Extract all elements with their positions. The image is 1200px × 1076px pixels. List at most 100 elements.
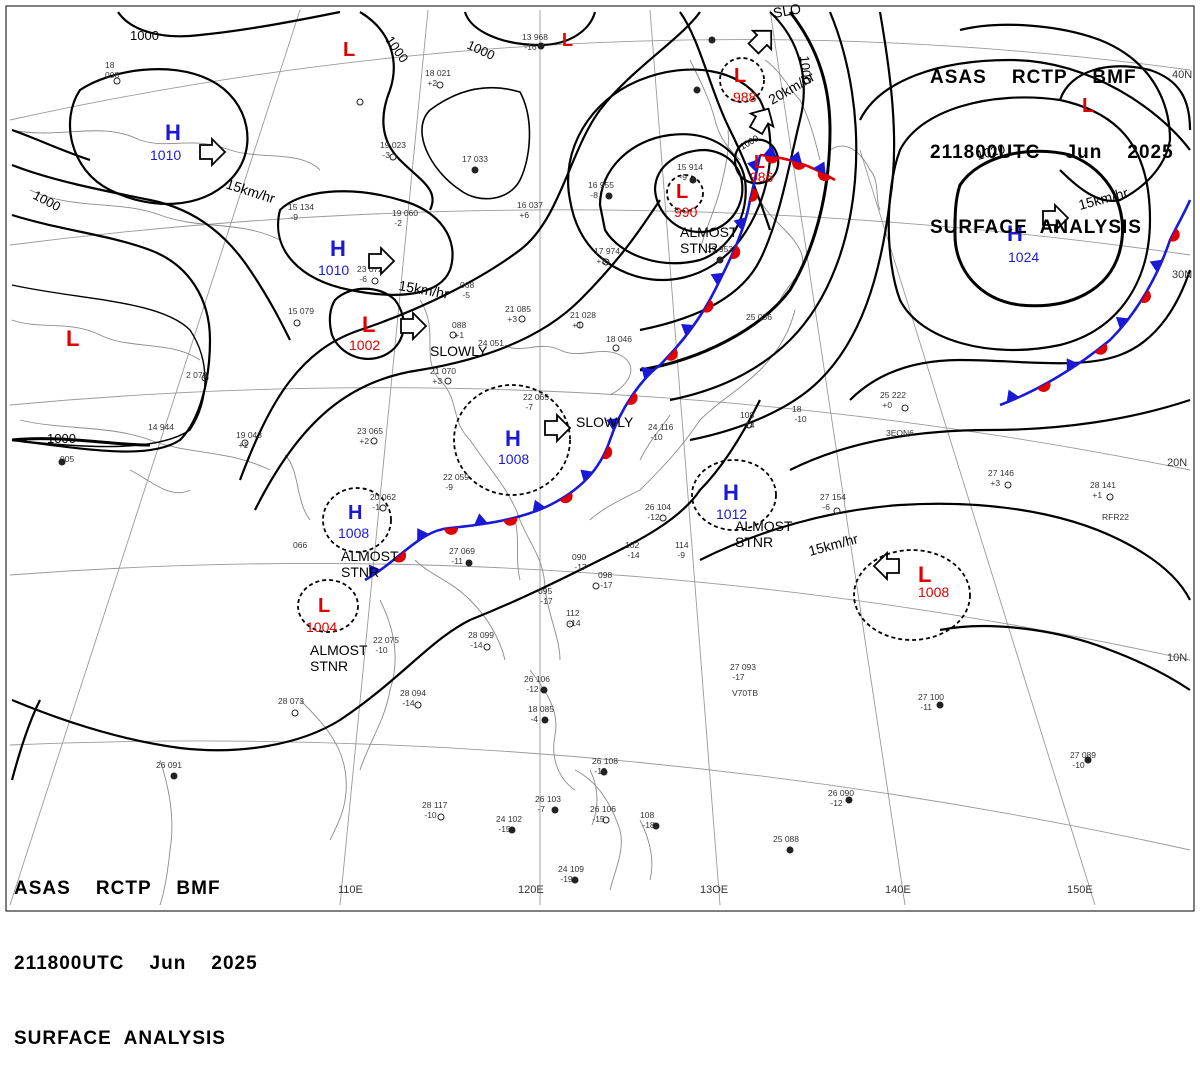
station-plot: 24 102 -15 bbox=[496, 814, 522, 834]
station-plot: 23 072 -6 bbox=[357, 264, 383, 284]
latitude-label: 20N bbox=[1167, 457, 1187, 469]
cold-front-triangle bbox=[788, 151, 803, 164]
label-line: -7 bbox=[535, 804, 545, 814]
isobar-line bbox=[10, 699, 41, 781]
isobar-label: 1020 bbox=[975, 141, 1007, 163]
warm-front-semicircle bbox=[393, 551, 407, 563]
isobar-label: 1000 bbox=[383, 33, 412, 65]
latitude-label: 30N bbox=[1172, 269, 1192, 281]
station-plot: 27 069 -11 bbox=[449, 546, 475, 566]
isobar-line bbox=[733, 138, 780, 185]
label-line: -17 bbox=[538, 596, 553, 606]
label-line: -4 bbox=[528, 714, 538, 724]
label-line: +3 bbox=[505, 314, 517, 324]
station-plot: 22 059 -9 bbox=[443, 472, 469, 492]
warm-front-semicircle bbox=[1094, 343, 1108, 355]
low-center-symbol: L bbox=[343, 39, 355, 61]
station-dot bbox=[293, 319, 301, 327]
motion-arrow-icon bbox=[1042, 202, 1070, 234]
station-dot bbox=[371, 277, 379, 285]
station-dot bbox=[291, 709, 299, 717]
cold-front-triangle bbox=[762, 145, 777, 158]
label-line: -14 bbox=[468, 640, 483, 650]
isobar-label: 1000 bbox=[797, 55, 814, 85]
label-line: -14 bbox=[740, 420, 755, 430]
isobar-line bbox=[421, 86, 531, 200]
motion-label-line: ALMOST bbox=[310, 642, 368, 658]
station-dot bbox=[551, 806, 559, 814]
station-dot bbox=[592, 582, 600, 590]
low-center-value: 988 bbox=[733, 89, 757, 105]
station-plot: 27 093 -17 bbox=[730, 662, 756, 682]
low-center-symbol: L bbox=[562, 30, 573, 50]
weather-chart: 1000 1000 1000 1000 1000 1000 1020 1000 … bbox=[5, 0, 1195, 912]
station-plot: 15 914 -9 bbox=[677, 162, 703, 182]
header-line: ASAS RCTP BMF bbox=[14, 878, 221, 899]
station-plot: 26 090 -12 bbox=[828, 788, 854, 808]
motion-arrow-icon bbox=[368, 245, 396, 277]
isobar-line bbox=[699, 502, 1191, 601]
station-plot: 108 -14 bbox=[740, 410, 755, 430]
dashed-isobar bbox=[691, 459, 777, 531]
low-center-value: 1002 bbox=[349, 337, 380, 353]
label-line: -12 bbox=[524, 684, 539, 694]
coordinate-labels: 110E 120E 13OE 140E 150E 40N 30N 20N 10N bbox=[338, 69, 1192, 896]
warm-front-semicircle bbox=[444, 527, 459, 535]
motion-arrow-icon bbox=[400, 310, 428, 342]
station-dot bbox=[1106, 493, 1114, 501]
label-line: -5 bbox=[460, 290, 470, 300]
motion-label: 15km/hr bbox=[224, 176, 277, 207]
low-center-symbol: L bbox=[754, 152, 765, 172]
warm-front-semicircle bbox=[1037, 381, 1051, 392]
dashed-isobar bbox=[297, 579, 359, 633]
label-line: +2 bbox=[425, 78, 437, 88]
dashed-isobar bbox=[719, 57, 765, 103]
station-dot bbox=[201, 374, 209, 382]
station-plot: 112 -14 bbox=[566, 608, 581, 628]
label-line: -10 bbox=[792, 414, 807, 424]
isobar-line bbox=[11, 399, 761, 752]
station-dot bbox=[444, 377, 452, 385]
low-center-symbol: L bbox=[734, 65, 746, 87]
station-plot: 25 222 +0 bbox=[880, 390, 906, 410]
station-plot: 22 065 -7 bbox=[523, 392, 549, 412]
high-center-symbol: H bbox=[165, 120, 181, 145]
label-line: STNR bbox=[341, 564, 379, 580]
station-plot: 22 075 -10 bbox=[373, 635, 399, 655]
label-line: -18 bbox=[640, 820, 655, 830]
warm-front-semicircle bbox=[764, 155, 779, 164]
label-line: -12 bbox=[828, 798, 843, 808]
cold-front-triangle bbox=[747, 158, 760, 173]
station-plot: 28 094 -14 bbox=[400, 688, 426, 708]
motion-label-line: ALMOST bbox=[735, 518, 793, 534]
station-plot: 18 -10 bbox=[792, 404, 807, 424]
chart-border bbox=[5, 5, 1195, 912]
low-center-symbol: L bbox=[66, 326, 79, 351]
station-dot bbox=[602, 816, 610, 824]
label-line: -15 bbox=[592, 766, 607, 776]
label-line: -9 bbox=[443, 482, 453, 492]
isobar-line bbox=[639, 11, 805, 332]
isobar-line bbox=[789, 398, 1191, 471]
station-plot: 26 104 -12 bbox=[645, 502, 671, 522]
motion-arrow-icon bbox=[747, 29, 773, 55]
station-plot: 13 968 -16 bbox=[522, 32, 548, 52]
high-center-value: 1010 bbox=[318, 262, 349, 278]
station-plot: 18 085 -4 bbox=[528, 704, 554, 724]
station-dot bbox=[845, 796, 853, 804]
station-dot bbox=[518, 315, 526, 323]
label-line: -9 bbox=[675, 550, 685, 560]
station-plot: 21 070 +3 bbox=[430, 366, 456, 386]
high-center-value: 1008 bbox=[498, 451, 529, 467]
dashed-isobar bbox=[453, 384, 571, 496]
cold-front-triangle bbox=[417, 528, 430, 542]
cold-front-triangle bbox=[733, 217, 747, 231]
label-line: +0 bbox=[880, 400, 892, 410]
station-plot: 090 -17 bbox=[572, 552, 587, 572]
station-plot: 27 100 -11 bbox=[918, 692, 944, 712]
isobar-line bbox=[11, 163, 291, 341]
motion-arrows bbox=[199, 29, 1070, 582]
isobar-label: 1000 bbox=[130, 28, 159, 43]
low-center-value: 986 bbox=[750, 169, 774, 185]
station-dot bbox=[471, 166, 479, 174]
